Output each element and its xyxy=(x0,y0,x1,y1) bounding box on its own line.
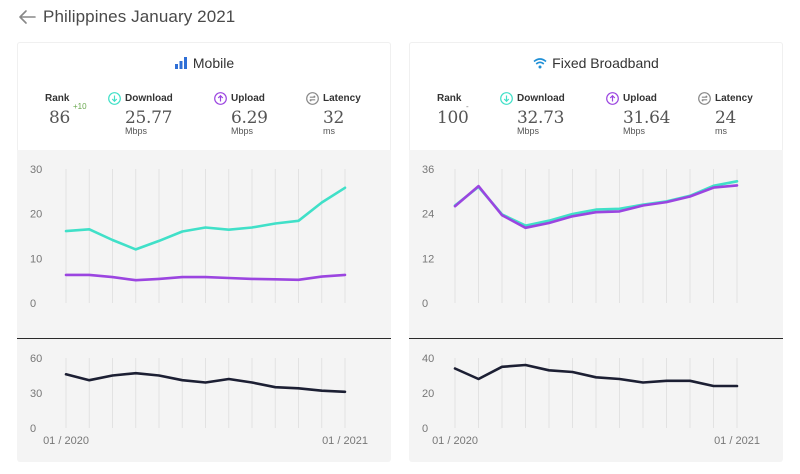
mobile-card: Mobile Rank 86 +10 Download 25.77 Mbps U… xyxy=(17,42,391,462)
y-tick-label: 0 xyxy=(422,298,428,310)
mobile-latency: Latency 32 ms xyxy=(306,91,361,136)
latency-unit: ms xyxy=(715,126,727,136)
broadband-download: Download 32.73 Mbps xyxy=(500,91,565,136)
y-tick-label: 30 xyxy=(30,388,42,400)
mobile-card-title: Mobile xyxy=(18,55,390,71)
mobile-latency-chart: 0 30 60 01 / 2020 01 / 2021 xyxy=(30,353,368,447)
x-tick-label: 01 / 2020 xyxy=(432,435,478,447)
series-line-latency[interactable] xyxy=(64,371,347,394)
download-value: 25.77 xyxy=(125,108,173,128)
mobile-title-text: Mobile xyxy=(192,55,235,71)
mobile-download: Download 25.77 Mbps xyxy=(108,91,173,136)
y-tick-label: 0 xyxy=(422,423,428,435)
y-tick-label: 10 xyxy=(30,253,42,265)
download-unit: Mbps xyxy=(125,126,148,136)
rank-label: Rank xyxy=(437,92,462,104)
broadband-card: Fixed Broadband Rank 100 - Download 32.7… xyxy=(409,42,783,462)
chart-divider xyxy=(17,338,391,339)
upload-unit: Mbps xyxy=(623,126,646,136)
rank-change-badge: +10 xyxy=(73,102,87,111)
y-tick-label: 12 xyxy=(422,253,434,265)
broadband-summary: Fixed Broadband Rank 100 - Download 32.7… xyxy=(409,42,783,150)
rank-value: 86 xyxy=(49,108,71,128)
mobile-speed-chart: 0 10 20 30 xyxy=(30,164,347,310)
y-tick-label: 0 xyxy=(30,423,36,435)
broadband-speed-chart: 0 12 24 36 xyxy=(422,164,739,310)
mobile-upload: Upload 6.29 Mbps xyxy=(214,91,268,136)
latency-icon xyxy=(306,91,319,105)
upload-label: Upload xyxy=(231,92,265,104)
upload-value: 31.64 xyxy=(623,108,671,128)
series-line-latency[interactable] xyxy=(453,363,739,388)
x-tick-label: 01 / 2021 xyxy=(322,435,368,447)
series-line-download[interactable] xyxy=(64,186,347,251)
y-tick-label: 24 xyxy=(422,209,434,221)
upload-value: 6.29 xyxy=(231,108,268,128)
rank-label: Rank xyxy=(45,92,70,104)
broadband-upload: Upload 31.64 Mbps xyxy=(606,91,670,136)
series-line-upload[interactable] xyxy=(453,184,739,230)
latency-label: Latency xyxy=(323,92,361,104)
y-tick-label: 20 xyxy=(30,209,42,221)
x-tick-label: 01 / 2020 xyxy=(43,435,89,447)
broadband-latency-chart: 0 20 40 01 / 2020 01 / 2021 xyxy=(422,353,760,447)
download-arrow-icon xyxy=(108,91,121,105)
mobile-summary: Mobile Rank 86 +10 Download 25.77 Mbps U… xyxy=(17,42,391,150)
upload-arrow-icon xyxy=(606,91,619,105)
wifi-icon xyxy=(533,56,547,70)
download-label: Download xyxy=(517,92,565,104)
back-arrow-icon[interactable] xyxy=(16,7,38,27)
latency-value: 32 xyxy=(323,108,345,128)
upload-unit: Mbps xyxy=(231,126,254,136)
y-tick-label: 60 xyxy=(30,353,42,365)
download-value: 32.73 xyxy=(517,108,565,128)
y-tick-label: 40 xyxy=(422,353,434,365)
download-unit: Mbps xyxy=(517,126,540,136)
download-arrow-icon xyxy=(500,91,513,105)
rank-change-badge: - xyxy=(466,102,469,111)
latency-value: 24 xyxy=(715,108,737,128)
latency-unit: ms xyxy=(323,126,335,136)
broadband-card-title: Fixed Broadband xyxy=(410,55,782,71)
upload-label: Upload xyxy=(623,92,657,104)
download-label: Download xyxy=(125,92,173,104)
y-tick-label: 30 xyxy=(30,164,42,176)
rank-value: 100 xyxy=(437,108,469,128)
broadband-latency: Latency 24 ms xyxy=(698,91,753,136)
mobile-rank: Rank 86 xyxy=(45,91,71,129)
series-line-upload[interactable] xyxy=(64,273,347,282)
y-tick-label: 20 xyxy=(422,388,434,400)
y-tick-label: 0 xyxy=(30,298,36,310)
upload-arrow-icon xyxy=(214,91,227,105)
page-title: Philippines January 2021 xyxy=(43,7,236,26)
page-header: Philippines January 2021 xyxy=(16,5,235,29)
latency-icon xyxy=(698,91,711,105)
broadband-title-text: Fixed Broadband xyxy=(552,55,659,71)
broadband-rank: Rank 100 xyxy=(437,91,469,129)
x-tick-label: 01 / 2021 xyxy=(714,435,760,447)
chart-divider xyxy=(409,338,783,339)
signal-bars-icon xyxy=(174,56,188,70)
y-tick-label: 36 xyxy=(422,164,434,176)
latency-label: Latency xyxy=(715,92,753,104)
